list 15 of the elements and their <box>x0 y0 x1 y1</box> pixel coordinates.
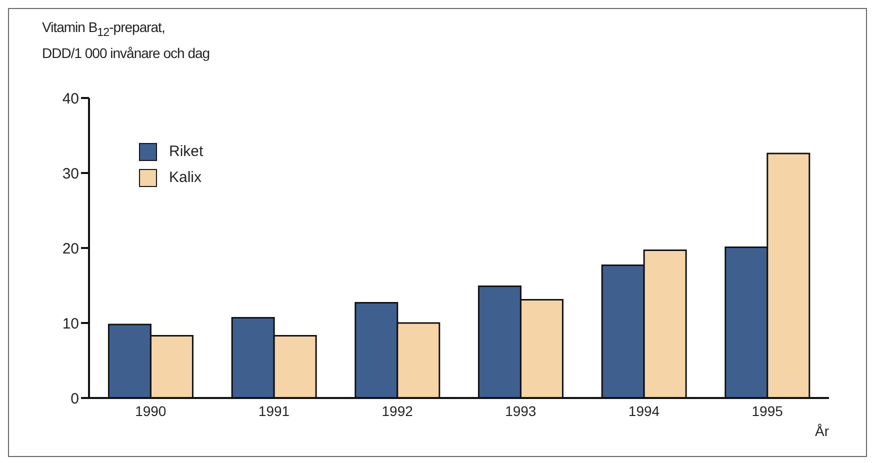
x-tick-label: 1995 <box>752 402 784 419</box>
x-tick-label: 1991 <box>258 402 290 419</box>
x-tick-label: 1992 <box>382 402 414 419</box>
x-tick-label: 1990 <box>135 402 166 419</box>
x-tick-label: 1994 <box>628 402 660 419</box>
legend-label: Riket <box>169 142 204 162</box>
x-axis-title: År <box>815 423 830 439</box>
y-tick-label: 10 <box>62 315 79 332</box>
y-tick-label: 40 <box>62 90 79 108</box>
legend-label: Kalix <box>169 168 202 188</box>
y-tick-label: 20 <box>62 240 79 258</box>
y-tick-label: 0 <box>70 390 79 408</box>
x-tick-label: 1993 <box>505 402 536 419</box>
y-axis-title: Vitamin B$_{12}$-preparat, DDD/1 000 invånare och dag <box>42 18 210 63</box>
y-tick-label: 30 <box>62 165 79 182</box>
